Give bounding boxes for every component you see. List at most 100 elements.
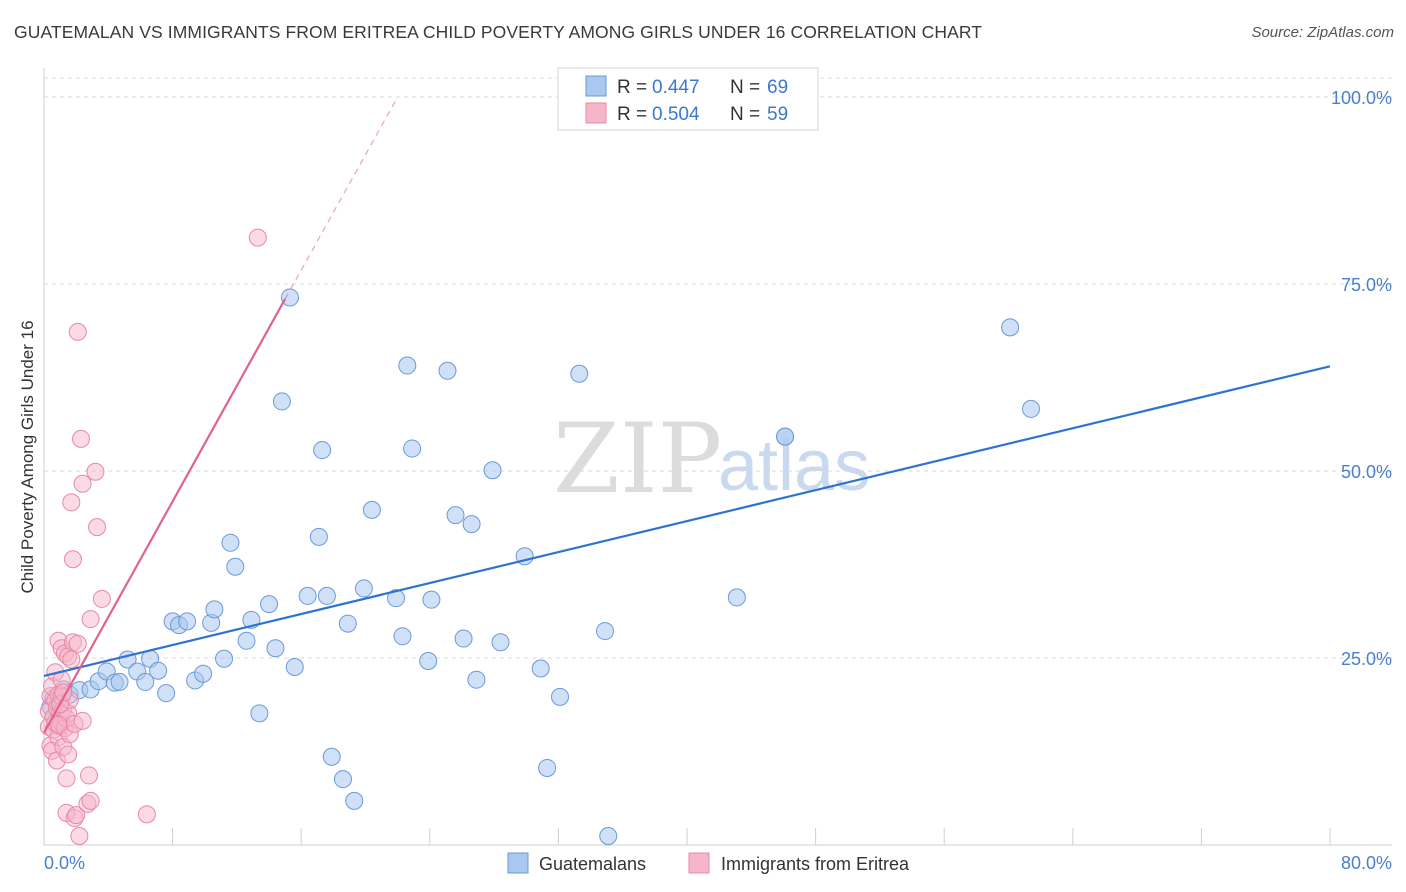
point-eritrea-35 <box>63 550 82 569</box>
point-guatemalans-33 <box>285 657 304 676</box>
point-eritrea-58 <box>49 715 68 734</box>
legend-n-value-2: 59 <box>767 104 788 125</box>
point-guatemalans-34 <box>298 586 317 605</box>
point-guatemalans-14 <box>149 661 168 680</box>
trendline-eritrea-extension <box>284 96 399 300</box>
point-guatemalans-49 <box>422 590 441 609</box>
point-eritrea-43 <box>70 827 89 846</box>
chart-title: GUATEMALAN VS IMMIGRANTS FROM ERITREA CH… <box>14 22 983 42</box>
point-eritrea-57 <box>54 683 73 702</box>
point-guatemalans-20 <box>194 664 213 683</box>
point-guatemalans-43 <box>362 500 381 519</box>
trendline-guatemalans <box>43 365 1331 678</box>
series-legend-swatch-eritrea <box>688 852 710 874</box>
point-guatemalans-26 <box>237 631 256 650</box>
point-guatemalans-48 <box>419 651 438 670</box>
y-tick-labels: 25.0% 50.0% 75.0% 100.0% <box>1331 88 1392 669</box>
series-legend-label-guatemalans: Guatemalans <box>539 854 646 874</box>
y-tick-label-25: 25.0% <box>1341 649 1392 669</box>
point-guatemalans-50 <box>438 361 457 380</box>
point-guatemalans-28 <box>250 704 269 723</box>
legend-r-value-2: 0.504 <box>652 104 700 125</box>
x-tick-marks <box>43 828 1331 845</box>
point-eritrea-42 <box>68 634 87 653</box>
point-guatemalans-18 <box>178 612 197 631</box>
point-guatemalans-59 <box>538 758 557 777</box>
point-eritrea-53 <box>92 589 111 608</box>
point-guatemalans-32 <box>280 288 299 307</box>
series-legend-swatch-guatemalans <box>507 852 529 874</box>
point-eritrea-36 <box>62 650 81 669</box>
legend-swatch-blue <box>585 75 607 97</box>
watermark-atlas: atlas <box>718 426 870 506</box>
y-axis-label: Child Poverty Among Girls Under 16 <box>18 320 37 593</box>
point-guatemalans-25 <box>226 557 245 576</box>
point-guatemalans-41 <box>345 791 364 810</box>
point-guatemalans-62 <box>596 622 615 641</box>
trendlines <box>43 96 1331 734</box>
point-guatemalans-67 <box>1022 399 1041 418</box>
point-eritrea-50 <box>81 610 100 629</box>
y-tick-label-75: 75.0% <box>1341 275 1392 295</box>
legend-n-label-1: N = <box>730 77 760 98</box>
point-eritrea-54 <box>137 805 156 824</box>
point-guatemalans-42 <box>354 579 373 598</box>
point-guatemalans-66 <box>1001 318 1020 337</box>
point-guatemalans-68 <box>776 427 795 446</box>
x-tick-label-min: 0.0% <box>44 853 85 873</box>
point-guatemalans-45 <box>393 627 412 646</box>
point-guatemalans-29 <box>260 595 279 614</box>
stats-legend: R = 0.447 N = 69 R = 0.504 N = 59 <box>557 67 819 131</box>
point-guatemalans-64 <box>727 588 746 607</box>
point-guatemalans-51 <box>446 506 465 525</box>
point-eritrea-29 <box>59 745 78 764</box>
source-credit: Source: ZipAtlas.com <box>1251 24 1394 41</box>
legend-n-value-1: 69 <box>767 77 788 98</box>
point-guatemalans-37 <box>317 586 336 605</box>
point-guatemalans-35 <box>309 527 328 546</box>
point-eritrea-40 <box>67 806 86 825</box>
point-eritrea-51 <box>86 462 105 481</box>
legend-r-label-1: R = <box>617 77 647 98</box>
point-guatemalans-23 <box>215 649 234 668</box>
series-guatemalans-points <box>41 288 1041 846</box>
point-guatemalans-56 <box>491 633 510 652</box>
legend-r-label-2: R = <box>617 104 647 125</box>
y-tick-label-100: 100.0% <box>1331 88 1392 108</box>
point-guatemalans-30 <box>266 639 285 658</box>
series-legend: Guatemalans Immigrants from Eritrea <box>507 852 910 874</box>
watermark: ZIP atlas <box>553 403 870 515</box>
watermark-zip: ZIP <box>553 403 722 515</box>
point-guatemalans-53 <box>462 515 481 534</box>
point-eritrea-41 <box>68 322 87 341</box>
point-eritrea-45 <box>73 474 92 493</box>
point-guatemalans-63 <box>599 827 618 846</box>
point-eritrea-27 <box>57 769 76 788</box>
point-guatemalans-52 <box>454 629 473 648</box>
point-eritrea-34 <box>62 493 81 512</box>
point-guatemalans-47 <box>403 439 422 458</box>
point-eritrea-44 <box>71 429 90 448</box>
point-guatemalans-24 <box>221 533 240 552</box>
point-guatemalans-58 <box>531 659 550 678</box>
point-eritrea-46 <box>73 711 92 730</box>
point-eritrea-48 <box>80 766 99 785</box>
point-guatemalans-54 <box>467 670 486 689</box>
point-guatemalans-60 <box>551 687 570 706</box>
point-guatemalans-61 <box>570 364 589 383</box>
legend-n-label-2: N = <box>730 104 760 125</box>
point-guatemalans-9 <box>110 672 129 691</box>
point-eritrea-52 <box>88 518 107 537</box>
point-eritrea-49 <box>81 791 100 810</box>
point-guatemalans-22 <box>205 600 224 619</box>
point-guatemalans-15 <box>157 684 176 703</box>
point-guatemalans-44 <box>387 589 406 608</box>
y-tick-label-50: 50.0% <box>1341 462 1392 482</box>
x-tick-label-max: 80.0% <box>1341 853 1392 873</box>
point-guatemalans-31 <box>272 392 291 411</box>
point-guatemalans-38 <box>322 747 341 766</box>
series-legend-label-eritrea: Immigrants from Eritrea <box>721 854 910 874</box>
point-guatemalans-36 <box>313 441 332 460</box>
point-guatemalans-39 <box>333 770 352 789</box>
